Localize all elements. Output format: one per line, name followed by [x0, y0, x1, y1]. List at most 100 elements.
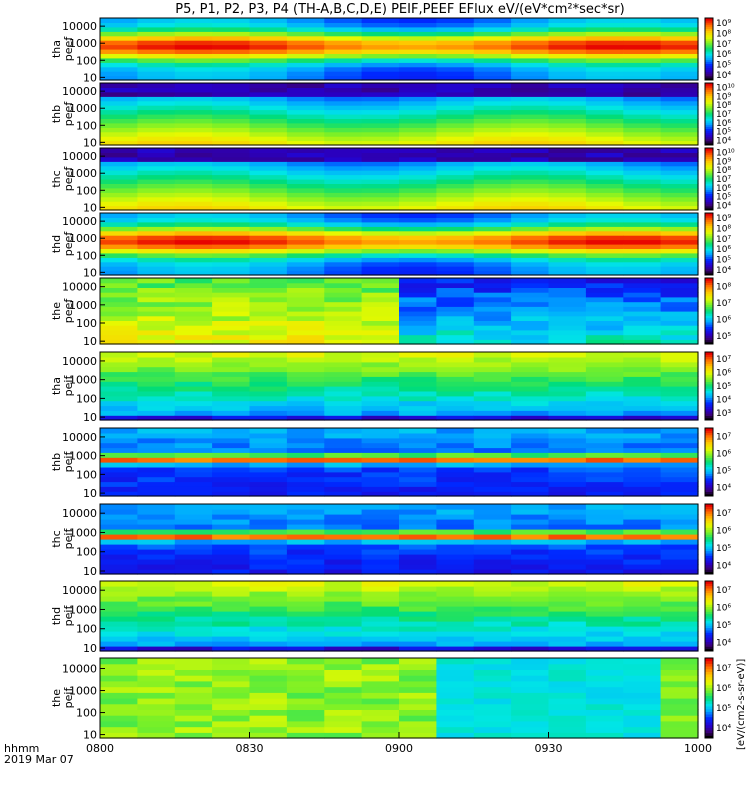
heatmap-cell [399, 131, 437, 137]
heatmap-cell [174, 40, 213, 46]
heatmap-cell [100, 131, 138, 137]
heatmap-cell [511, 53, 550, 59]
heatmap-cell [100, 471, 138, 478]
heatmap-cell [100, 395, 138, 402]
heatmap-cell [249, 549, 288, 555]
heatmap-cell [511, 519, 550, 525]
heatmap-cell [436, 658, 475, 665]
heatmap-cell [511, 559, 550, 565]
heatmap-cell [436, 462, 475, 468]
heatmap-cell [548, 626, 587, 632]
heatmap-cell [660, 161, 699, 167]
heatmap-cell [361, 226, 400, 232]
heatmap-cell [249, 165, 288, 171]
heatmap-cell [623, 192, 662, 198]
colorbar-segment [705, 513, 713, 517]
x-axis-date: 2019 Mar 07 [4, 753, 74, 766]
heatmap-cell [324, 165, 363, 171]
heatmap-cell [660, 292, 699, 298]
heatmap-cell [548, 22, 587, 28]
y-axis-label: peef [62, 298, 75, 324]
heatmap-cell [511, 636, 550, 642]
heatmap-cell [361, 109, 400, 115]
heatmap-cell [399, 83, 437, 88]
heatmap-cell [473, 292, 512, 298]
heatmap-cell [548, 663, 587, 670]
colorbar-segment [705, 473, 713, 477]
heatmap-cell [511, 187, 550, 193]
heatmap-cell [324, 636, 363, 642]
heatmap-cell [436, 131, 475, 137]
heatmap-cell [660, 100, 699, 106]
heatmap-cell [511, 663, 550, 670]
heatmap-cell [436, 22, 475, 28]
y-tick-label: 1000 [69, 37, 97, 50]
heatmap-cell [324, 44, 363, 50]
heatmap-cell [212, 361, 251, 368]
heatmap-cell [436, 621, 475, 627]
heatmap-cell [174, 486, 213, 492]
heatmap-cell [361, 75, 400, 81]
heatmap-cell [324, 732, 363, 739]
heatmap-cell [623, 136, 662, 142]
heatmap-cell [100, 183, 138, 189]
heatmap-cell [249, 287, 288, 293]
heatmap-cell [100, 564, 138, 570]
heatmap-cell [249, 486, 288, 492]
heatmap-cell [361, 44, 400, 50]
colorbar-segment [705, 195, 713, 199]
heatmap-cell [100, 205, 138, 211]
heatmap-cell [548, 534, 587, 540]
heatmap-cell [660, 509, 699, 515]
heatmap-cell [399, 282, 437, 288]
heatmap-cell [174, 26, 213, 32]
heatmap-cell [324, 252, 363, 258]
heatmap-cell [286, 586, 325, 592]
heatmap-cell [361, 514, 400, 520]
heatmap-cell [660, 44, 699, 50]
heatmap-cell [660, 606, 699, 612]
heatmap-cell [473, 35, 512, 41]
heatmap-cell [585, 432, 624, 439]
y-tick-label: 1000 [69, 450, 97, 463]
heatmap-cell [660, 320, 699, 326]
heatmap-cell [660, 325, 699, 331]
heatmap-cell [249, 669, 288, 676]
heatmap-cell [473, 278, 512, 284]
heatmap-cell [660, 636, 699, 642]
colorbar-tick-label: 10⁷ [716, 110, 731, 120]
colorbar-segment [705, 401, 713, 405]
heatmap-cell [137, 266, 176, 272]
heatmap-cell [473, 549, 512, 555]
heatmap-cell [436, 442, 475, 449]
heatmap-cell [361, 235, 400, 241]
heatmap-cell [286, 476, 325, 483]
colorbar-segment [705, 201, 713, 205]
heatmap-cell [361, 481, 400, 487]
heatmap-cell [212, 452, 251, 458]
heatmap-cell [212, 53, 251, 59]
heatmap-cell [585, 680, 624, 688]
heatmap-cell [212, 447, 251, 453]
heatmap-cell [436, 114, 475, 119]
heatmap-cell [623, 230, 662, 236]
heatmap-cell [660, 486, 699, 492]
colorbar-segment [705, 260, 713, 264]
heatmap-cell [511, 415, 550, 421]
heatmap-cell [174, 452, 213, 458]
heatmap-cell [660, 201, 699, 207]
heatmap-cell [174, 591, 213, 597]
heatmap-cell [399, 230, 437, 236]
heatmap-cell [100, 529, 138, 535]
heatmap-cell [249, 559, 288, 565]
heatmap-cell [174, 87, 213, 93]
colorbar-segment [705, 374, 713, 378]
heatmap-cell [212, 400, 251, 407]
heatmap-cell [212, 549, 251, 555]
heatmap-cell [473, 514, 512, 520]
heatmap-cell [436, 491, 475, 497]
heatmap-cell [100, 726, 138, 733]
heatmap-cell [585, 282, 624, 288]
heatmap-cell [286, 257, 325, 263]
heatmap-cell [174, 183, 213, 189]
